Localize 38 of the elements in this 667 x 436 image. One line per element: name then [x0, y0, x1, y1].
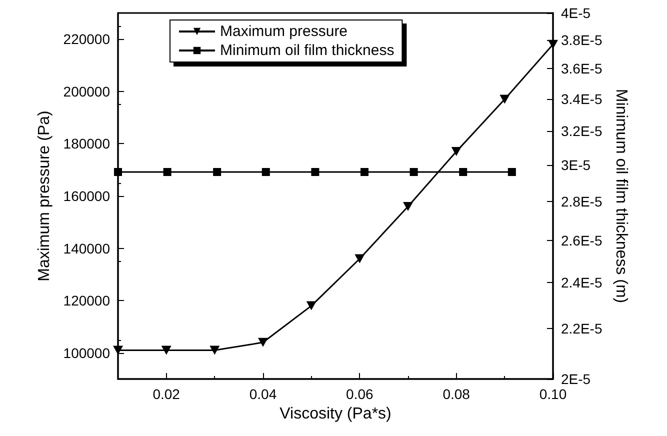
- point: [306, 301, 316, 310]
- y-tick-label: 180000: [63, 136, 110, 152]
- point: [548, 40, 558, 49]
- y-tick-label: 120000: [63, 292, 110, 309]
- y-axis-title: Maximum pressure (Pa): [36, 110, 53, 282]
- legend-label: Maximum pressure: [220, 23, 348, 40]
- y2-tick-label: 3.8E-5: [561, 32, 602, 48]
- y2-tick-label: 2.6E-5: [561, 232, 602, 248]
- y2-tick-label: 3.2E-5: [561, 122, 602, 139]
- point: [354, 254, 365, 264]
- x-tick-label: 0.04: [249, 386, 277, 402]
- y2-tick-label: 4E-5: [561, 5, 591, 21]
- y2-tick-label: 2E-5: [561, 371, 591, 387]
- point: [210, 346, 220, 355]
- legend-label: Minimum oil film thickness: [220, 42, 394, 59]
- x-tick-label: 0.02: [152, 386, 180, 402]
- x-tick-label: 0.08: [442, 386, 470, 402]
- y-tick-label: 100000: [63, 344, 110, 361]
- x-axis-title: Viscosity (Pa*s): [280, 405, 392, 422]
- x-tick-label: 0.06: [346, 386, 374, 402]
- point: [113, 346, 123, 355]
- y2-tick-label: 2.4E-5: [561, 274, 602, 291]
- y-tick-label: 160000: [63, 188, 110, 204]
- point: [500, 94, 510, 104]
- y2-tick-label: 3.4E-5: [561, 90, 602, 107]
- y2-tick-label: 3E-5: [561, 156, 591, 173]
- point: [161, 346, 172, 355]
- point: [403, 202, 413, 211]
- x-tick-label: 0.10: [539, 386, 567, 402]
- point: [258, 338, 268, 347]
- y2-tick-label: 3.6E-5: [561, 60, 602, 77]
- y-tick-label: 200000: [63, 83, 110, 100]
- point: [451, 147, 462, 156]
- y2-axis-title: Minimum oil film thickness (m): [612, 88, 630, 304]
- y2-tick-label: 2.8E-5: [561, 193, 602, 210]
- y-tick-label: 220000: [63, 31, 110, 48]
- y-tick-label: 140000: [63, 240, 110, 256]
- y2-tick-label: 2.2E-5: [561, 320, 602, 337]
